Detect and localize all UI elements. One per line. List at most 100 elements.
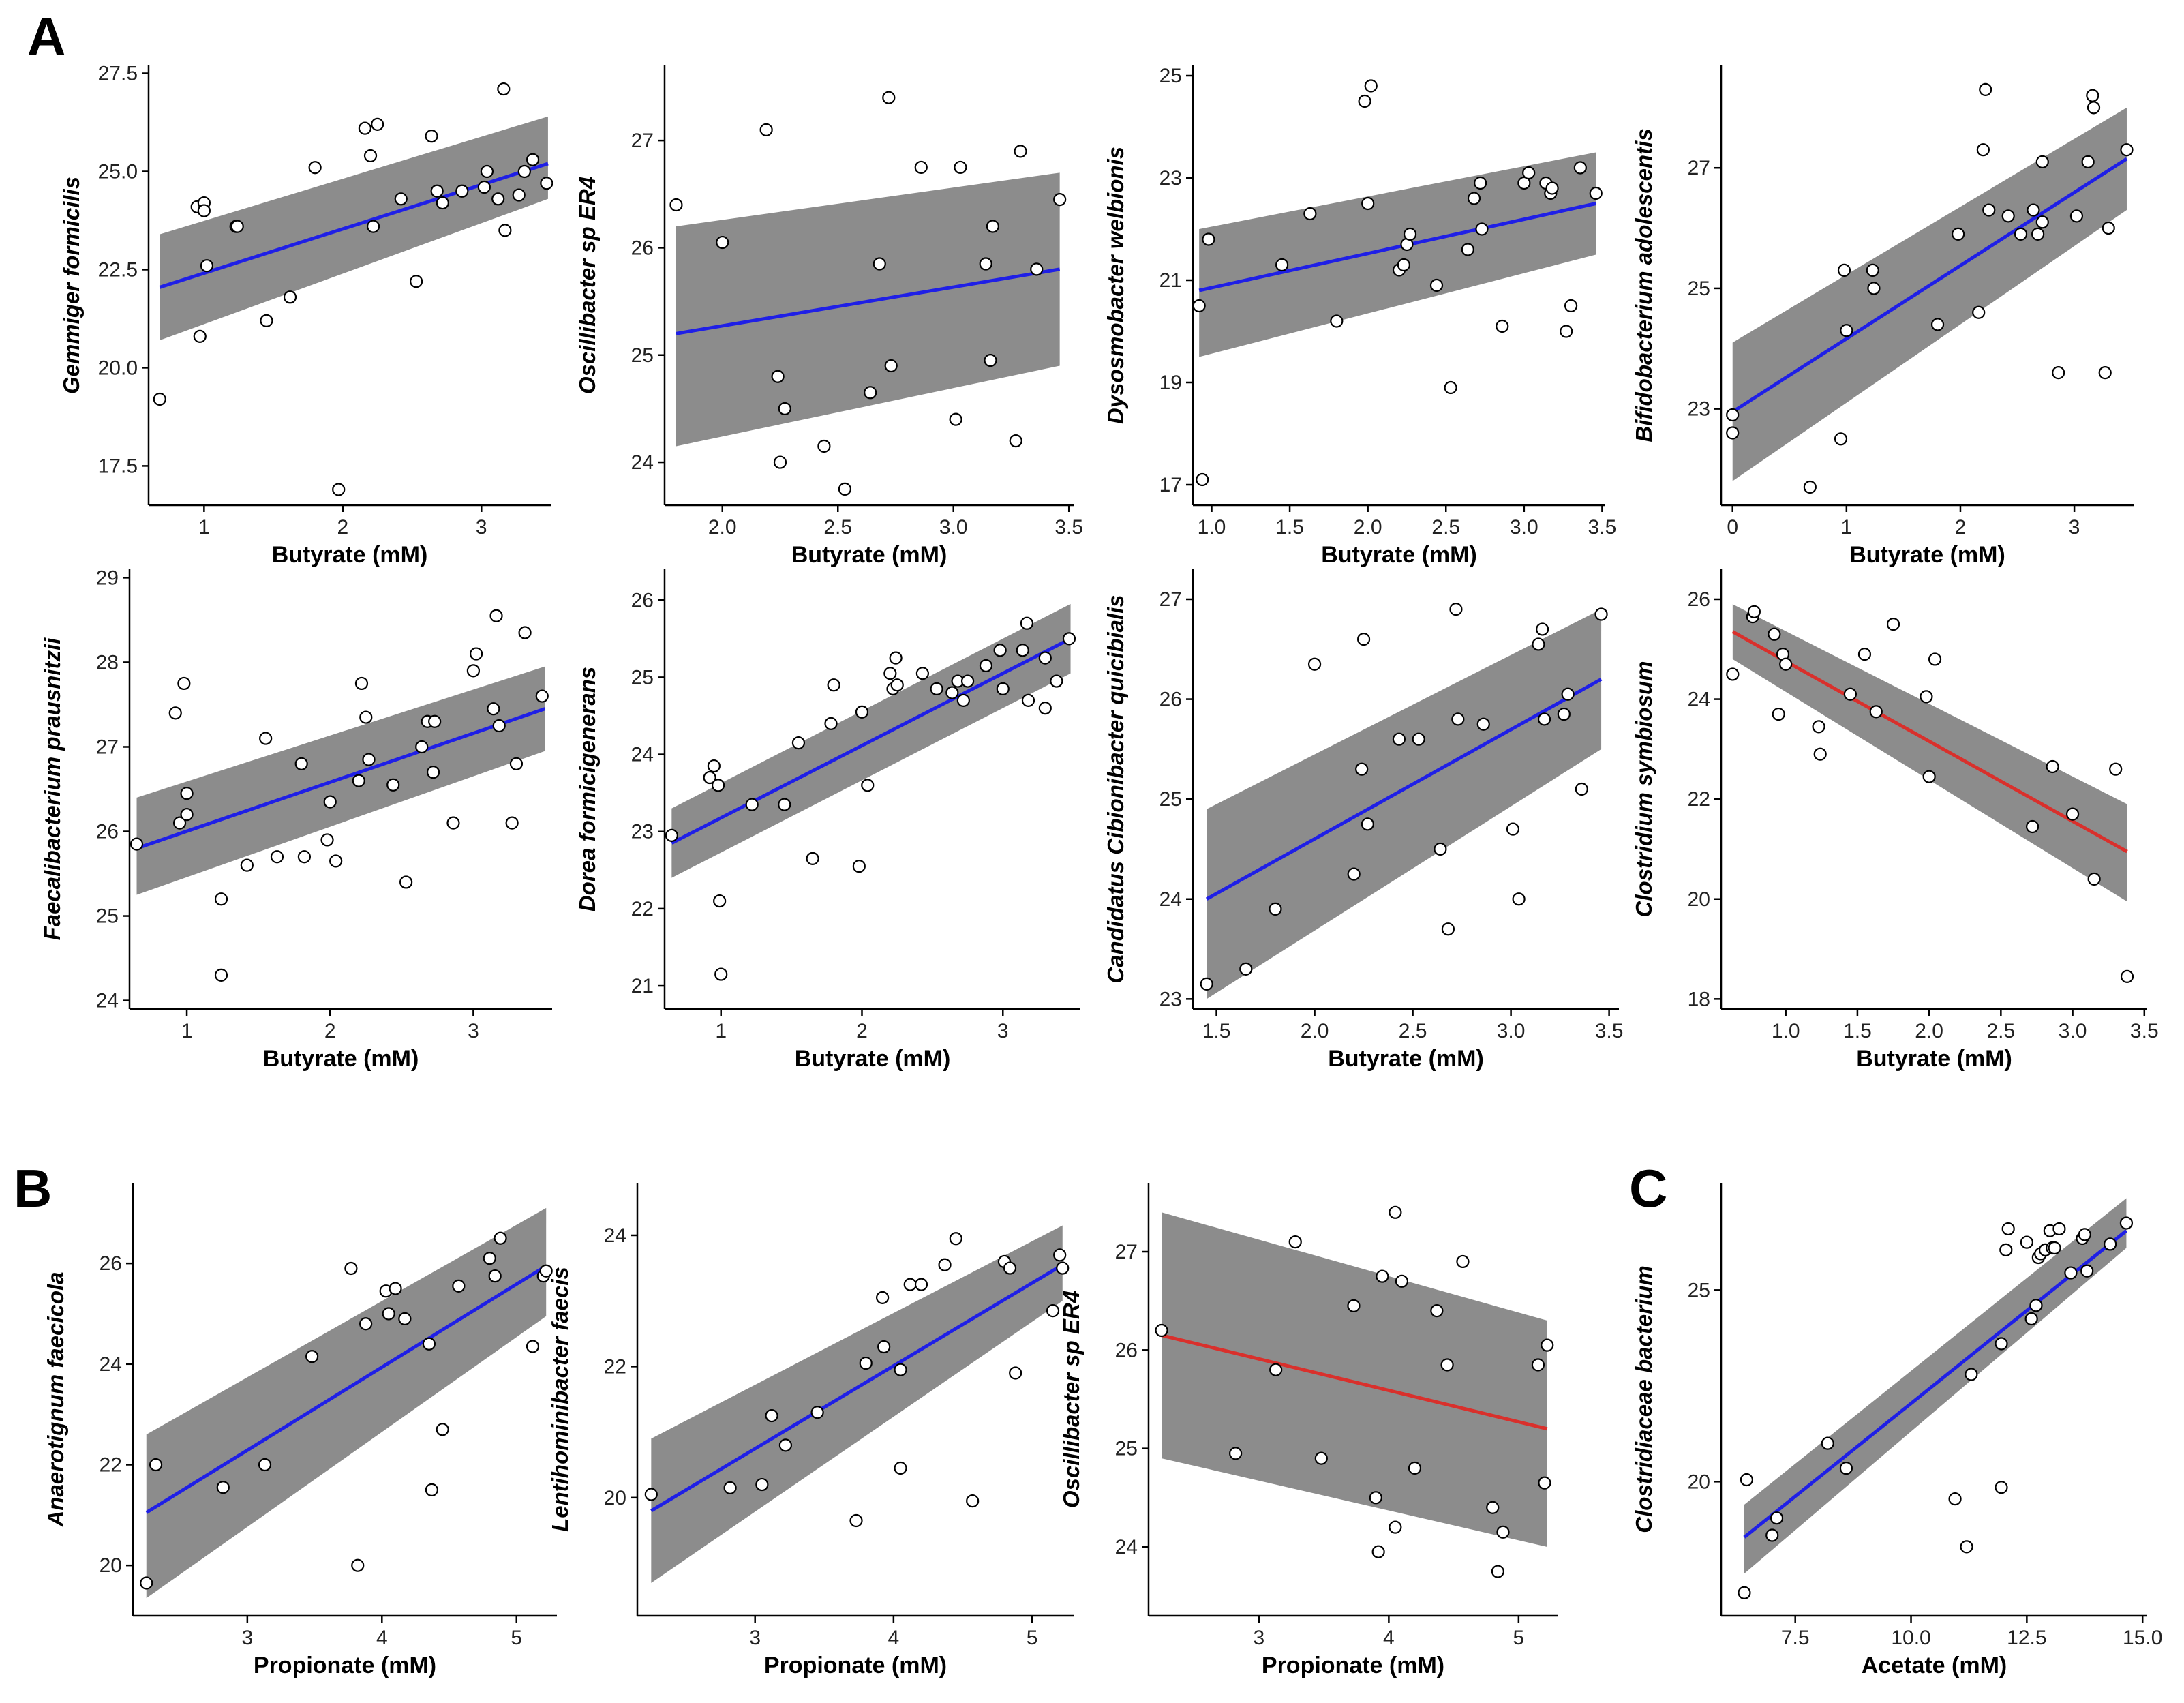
data-point [371, 117, 384, 131]
x-tick-label: 2.0 [1301, 1020, 1329, 1042]
data-point [1369, 1491, 1382, 1505]
x-tick-label: 1.5 [1275, 516, 1304, 539]
data-point [669, 198, 683, 212]
data-point [773, 455, 787, 469]
data-point [168, 706, 182, 720]
data-point [1541, 1338, 1554, 1352]
data-point [297, 850, 312, 864]
data-point [436, 196, 449, 210]
x-tick-label: 2.5 [823, 516, 852, 539]
y-tick-label: 23 [631, 821, 654, 843]
data-point [332, 483, 346, 496]
data-point [399, 875, 413, 889]
data-point [1392, 732, 1406, 746]
data-point [855, 705, 869, 719]
data-point [258, 1458, 272, 1472]
data-point [1275, 258, 1289, 272]
y-tick-label: 25 [1115, 1438, 1138, 1460]
data-point [1440, 1358, 1454, 1372]
data-point [452, 1279, 466, 1293]
data-point [1444, 380, 1457, 395]
data-point [707, 759, 721, 773]
data-point [1009, 1366, 1022, 1380]
data-point [1434, 842, 1447, 856]
y-tick-label: 25 [1688, 277, 1710, 300]
y-axis-label: Oscillibacter sp ER4 [1059, 1291, 1084, 1508]
data-point [1952, 227, 1965, 241]
y-axis-label: Dorea formicigenerans [575, 667, 600, 911]
x-tick-label: 3.5 [1588, 516, 1617, 539]
data-point [2080, 1264, 2094, 1278]
data-point [539, 1264, 553, 1278]
data-point [714, 967, 728, 981]
confidence-band [160, 116, 548, 341]
data-point [197, 204, 211, 217]
data-point [1976, 143, 1990, 157]
data-point [1269, 1363, 1283, 1376]
data-point [665, 828, 678, 842]
data-point [1397, 258, 1410, 272]
data-point [1772, 707, 1785, 721]
chart-p8: 18 20 22 24 26 1.0 1.5 2.0 2.5 3.0 3.5 Butyrate (mM… [1631, 569, 2159, 1072]
data-point [1196, 472, 1209, 487]
data-point [1837, 263, 1851, 277]
data-point [428, 714, 442, 728]
data-point [1765, 1528, 1779, 1542]
data-point [1920, 690, 1933, 704]
data-point [849, 1513, 863, 1528]
data-point [1361, 817, 1374, 831]
data-point [954, 160, 967, 175]
confidence-band [1207, 609, 1602, 999]
data-point [1594, 607, 1608, 621]
data-point [2104, 1237, 2117, 1251]
data-point [1229, 1447, 1243, 1460]
data-point [1003, 1261, 1017, 1275]
x-axis-label: Butyrate (mM) [1328, 1046, 1484, 1072]
y-tick-label: 26 [1115, 1339, 1138, 1361]
data-point [1930, 318, 1945, 331]
fit-line [650, 1263, 1064, 1513]
y-tick-label: 27 [96, 736, 119, 758]
data-point [2035, 215, 2049, 229]
data-point [1050, 674, 1063, 688]
y-tick-label: 25.0 [98, 160, 138, 183]
y-tick-label: 23 [1688, 398, 1710, 421]
y-tick-label: 26 [631, 237, 654, 259]
data-point [2102, 221, 2115, 235]
data-point [996, 682, 1010, 695]
chart-p5: 24 25 26 27 28 29 1 2 3 Butyrate (mM) Faecalibacte… [40, 567, 552, 1072]
x-tick-label: 1.5 [1202, 1020, 1231, 1042]
x-tick-label: 3.0 [1510, 516, 1538, 539]
data-point [2029, 1299, 2043, 1312]
data-point [1779, 657, 1793, 671]
chart-p11: 24 25 26 27 3 4 5 Propionate (mM) Oscillibacter … [1059, 1183, 1558, 1678]
data-point [1461, 243, 1474, 256]
data-point [1307, 657, 1322, 671]
data-point [883, 667, 897, 680]
x-axis-label: Propionate (mM) [254, 1653, 436, 1678]
y-axis-label: Oscillibacter sp ER4 [575, 177, 600, 394]
data-point [1538, 1476, 1551, 1490]
y-tick-label: 17 [1159, 474, 1182, 496]
data-point [827, 678, 840, 692]
data-point [979, 659, 993, 673]
data-point [240, 858, 254, 872]
data-point [2069, 209, 2084, 223]
data-point [914, 160, 928, 175]
data-point [540, 177, 553, 190]
y-tick-label: 25 [631, 666, 654, 689]
y-tick-label: 21 [631, 975, 654, 997]
x-tick-label: 2 [337, 516, 348, 539]
y-axis-label: Gemmiger formicilis [59, 177, 84, 394]
data-point [778, 1438, 792, 1452]
data-point [1053, 193, 1067, 207]
data-point [180, 787, 194, 800]
data-point [259, 732, 273, 745]
data-point [1532, 637, 1545, 651]
data-point [446, 816, 460, 830]
data-point [889, 651, 903, 665]
data-point [488, 1269, 502, 1283]
y-axis-label: Candidatus Cibionibacter quicibialis [1103, 594, 1128, 983]
data-point [960, 674, 975, 688]
